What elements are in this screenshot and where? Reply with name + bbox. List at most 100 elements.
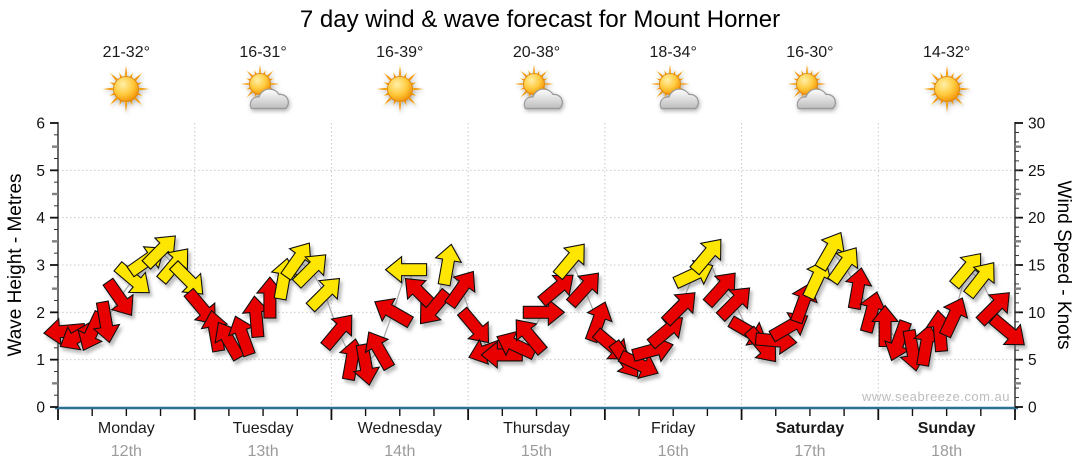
right-axis-title: Wind Speed - Knots (1053, 180, 1074, 350)
sun-ray (815, 82, 827, 86)
sun-ray (922, 87, 937, 91)
cloud-shape (796, 88, 836, 110)
wind-arrow (689, 238, 722, 276)
sun-ray (650, 82, 662, 86)
partly-cloudy-icon (235, 62, 291, 118)
sun-ray (268, 82, 281, 86)
sun-ray (258, 64, 262, 76)
day-temp-range: 21-32° (102, 44, 150, 61)
wind-arrow (456, 306, 490, 344)
cloud-shape (659, 88, 700, 110)
day-date-label: 15th (520, 443, 553, 460)
wind-arrow (384, 255, 428, 284)
sun-ray (398, 98, 402, 113)
wind-arrow (200, 309, 229, 353)
left-axis-title: Wave Height - Metres (5, 173, 26, 357)
wind-arrow (552, 243, 585, 281)
sun-ray (945, 65, 949, 80)
wind-arrow (305, 277, 341, 313)
wind-arrow (537, 274, 574, 307)
partly-cloudy-icon (645, 62, 701, 118)
day-name-label: Thursday (503, 420, 570, 437)
day-date-label: 13th (247, 443, 279, 460)
sun-ray (124, 98, 128, 113)
day-name-label: Sunday (917, 420, 976, 437)
wind-arrow (364, 331, 396, 372)
wind-arrow (92, 300, 121, 344)
sun-ray (805, 64, 809, 76)
wind-arrow (419, 287, 453, 325)
sun-ray (668, 64, 672, 76)
wind-arrow (870, 304, 900, 348)
left-axis-tick-label: 6 (36, 116, 45, 133)
wind-arrow (291, 254, 327, 289)
wind-arrow (374, 297, 415, 329)
wind-arrow (715, 287, 751, 323)
partly-cloudy-icon (509, 62, 565, 118)
sunny-icon (98, 62, 154, 118)
day-name-label: Monday (97, 420, 155, 437)
sun-ray (375, 87, 390, 91)
day-name-label: Wednesday (357, 420, 442, 437)
sun-ray (945, 98, 949, 113)
wind-arrow (444, 270, 476, 310)
wind-arrow (975, 292, 1010, 327)
wind-arrow (826, 247, 859, 286)
sun-ray (678, 82, 691, 86)
sun-core (933, 76, 960, 102)
cloud-shape (249, 88, 289, 110)
watermark: www.seabreeze.com.au (861, 389, 1010, 404)
wind-arrow (988, 313, 1025, 346)
day-name-label: Tuesday (232, 420, 294, 437)
left-axis-tick-label: 1 (36, 352, 45, 369)
right-axis-tick-label: 20 (1028, 210, 1046, 227)
sun-ray (513, 82, 526, 86)
day-date-label: 14th (384, 443, 416, 460)
sun-ray (541, 82, 554, 86)
wind-arrow (844, 267, 873, 311)
wind-arrow (565, 272, 600, 309)
wind-arrow (168, 260, 204, 295)
left-axis-tick-label: 2 (36, 305, 45, 322)
day-temp-range: 18-34° (649, 44, 697, 61)
right-axis-tick-label: 10 (1028, 305, 1046, 322)
sun-core (386, 76, 413, 102)
sun-ray (136, 87, 151, 91)
sun-ray (532, 64, 535, 76)
wind-arrow (660, 292, 696, 327)
left-axis-tick-label: 0 (36, 400, 45, 417)
left-axis-tick-label: 4 (36, 210, 45, 227)
wind-arrow (962, 261, 995, 300)
day-date-label: 12th (110, 443, 142, 460)
wind-arrow (320, 314, 353, 352)
wind-arrow (515, 319, 548, 356)
right-axis-tick-label: 5 (1028, 352, 1037, 369)
sun-ray (398, 65, 402, 80)
left-axis-tick-label: 3 (36, 258, 45, 275)
wind-arrow (434, 243, 463, 287)
sun-ray (124, 65, 128, 80)
right-axis-tick-label: 15 (1028, 258, 1045, 275)
day-temp-range: 14-32° (922, 44, 971, 61)
day-date-label: 16th (657, 443, 689, 460)
day-name-label: Saturday (775, 420, 845, 437)
cloud-shape (523, 88, 563, 110)
sun-ray (409, 87, 424, 91)
day-date-label: 18th (931, 443, 963, 460)
right-axis-tick-label: 0 (1028, 400, 1037, 417)
wind-arrows-group (43, 231, 1025, 386)
wind-arrow (938, 297, 969, 339)
right-axis-tick-label: 30 (1028, 116, 1046, 133)
day-temp-range: 16-31° (239, 44, 287, 61)
sun-ray (102, 87, 117, 91)
sun-ray (956, 87, 971, 91)
day-temp-range: 16-30° (786, 44, 834, 61)
right-axis-tick-label: 25 (1028, 163, 1045, 180)
partly-cloudy-icon (782, 62, 838, 118)
day-temp-range: 16-39° (376, 44, 424, 61)
wind-arrow (352, 343, 381, 386)
day-temp-range: 20-38° (512, 44, 561, 61)
wind-arrow (113, 260, 150, 294)
